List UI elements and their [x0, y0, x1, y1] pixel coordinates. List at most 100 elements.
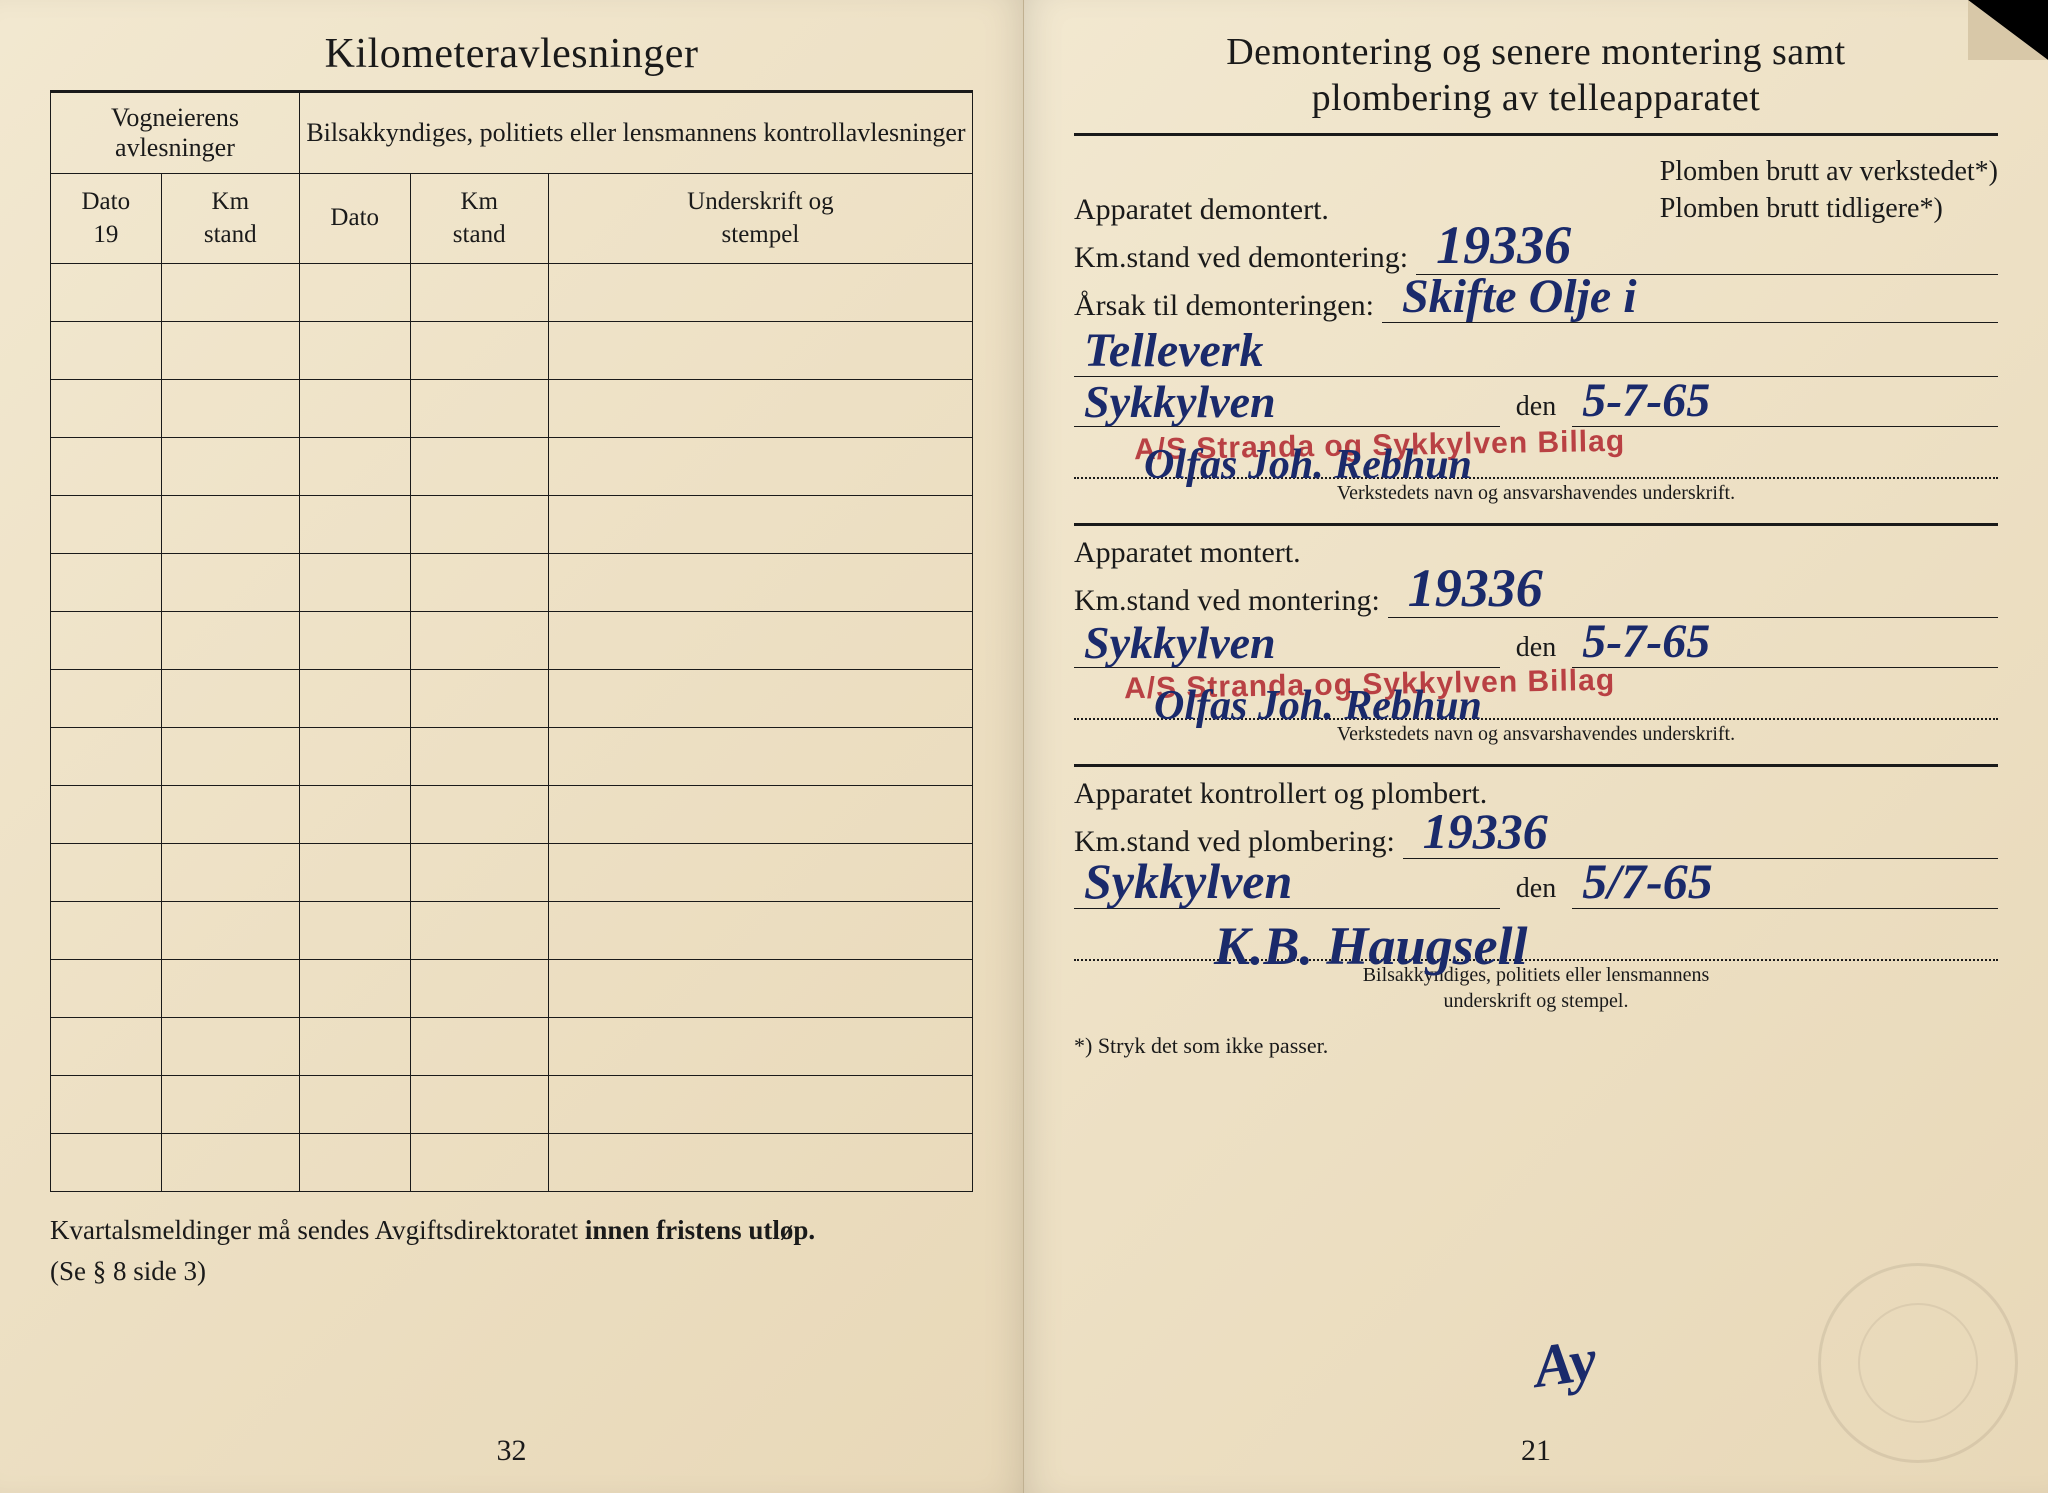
- table-cell: [299, 554, 410, 612]
- table-row: [51, 786, 973, 844]
- table-cell: [299, 670, 410, 728]
- table-cell: [51, 844, 162, 902]
- section-demontert: Apparatet demontert. Plomben brutt av ve…: [1074, 154, 1998, 505]
- km-demontering-label: Km.stand ved demontering:: [1074, 241, 1408, 275]
- table-cell: [410, 844, 548, 902]
- table-cell: [161, 844, 299, 902]
- table-cell: [548, 554, 972, 612]
- table-cell: [51, 728, 162, 786]
- signature-line-1: A/S Stranda og Sykkylven Billag Olfas Jo…: [1074, 435, 1998, 479]
- table-cell: [548, 844, 972, 902]
- table-cell: [410, 1134, 548, 1192]
- table-cell: [299, 1076, 410, 1134]
- table-row: [51, 322, 973, 380]
- asterisk-note: *) Stryk det som ikke passer.: [1074, 1033, 1998, 1059]
- table-cell: [51, 496, 162, 554]
- table-row: [51, 728, 973, 786]
- table-cell: [410, 1018, 548, 1076]
- table-cell: [548, 1018, 972, 1076]
- table-cell: [299, 728, 410, 786]
- section-montert: Apparatet montert. Km.stand ved monterin…: [1074, 536, 1998, 746]
- table-row: [51, 1076, 973, 1134]
- table-cell: [299, 496, 410, 554]
- table-cell: [51, 670, 162, 728]
- table-cell: [161, 380, 299, 438]
- table-cell: [548, 728, 972, 786]
- col-km2: Km stand: [410, 174, 548, 264]
- col-sign: Underskrift og stempel: [548, 174, 972, 264]
- owner-readings-header: Vogneierens avlesninger: [51, 93, 300, 174]
- table-cell: [299, 786, 410, 844]
- signature-1: Olfas Joh. Rebhun: [1144, 441, 1472, 479]
- table-row: [51, 438, 973, 496]
- divider-1: [1074, 523, 1998, 526]
- table-cell: [410, 264, 548, 322]
- table-cell: [410, 380, 548, 438]
- table-cell: [161, 960, 299, 1018]
- embossed-seal: [1818, 1263, 2018, 1463]
- signature-flourish: Ay: [1530, 1325, 1601, 1402]
- apparat-demontert-label: Apparatet demontert.: [1074, 193, 1329, 227]
- table-cell: [299, 960, 410, 1018]
- table-cell: [410, 1076, 548, 1134]
- km-montering-label: Km.stand ved montering:: [1074, 584, 1380, 618]
- place-demontert: Sykkylven: [1074, 385, 1500, 427]
- table-cell: [410, 670, 548, 728]
- table-cell: [51, 612, 162, 670]
- table-cell: [548, 380, 972, 438]
- table-cell: [161, 554, 299, 612]
- page-number-left: 32: [497, 1434, 527, 1468]
- signature-line-3: K.B. Haugsell: [1074, 917, 1998, 961]
- table-cell: [299, 1134, 410, 1192]
- table-row: [51, 380, 973, 438]
- table-cell: [548, 670, 972, 728]
- table-row: [51, 612, 973, 670]
- table-cell: [410, 496, 548, 554]
- signature-3: K.B. Haugsell: [1214, 915, 1528, 961]
- table-cell: [410, 960, 548, 1018]
- table-cell: [51, 322, 162, 380]
- den-label-1: den: [1500, 391, 1572, 427]
- date-plombert: 5/7-65: [1572, 867, 1998, 909]
- caption-3b: underskrift og stempel.: [1074, 990, 1998, 1013]
- reason-value-a: Skifte Olje i: [1382, 285, 1998, 323]
- table-cell: [51, 554, 162, 612]
- date-demontert: 5-7-65: [1572, 385, 1998, 427]
- table-cell: [548, 1134, 972, 1192]
- right-title: Demontering og senere montering samtplom…: [1074, 30, 1998, 121]
- table-row: [51, 902, 973, 960]
- km-montering-value: 19336: [1388, 580, 1998, 618]
- table-cell: [161, 496, 299, 554]
- table-cell: [548, 902, 972, 960]
- page-left: Kilometeravlesninger Vogneierens avlesni…: [0, 0, 1024, 1493]
- table-cell: [299, 438, 410, 496]
- table-cell: [299, 322, 410, 380]
- date-montert: 5-7-65: [1572, 626, 1998, 668]
- km-table-body: [51, 264, 973, 1192]
- table-cell: [548, 612, 972, 670]
- table-cell: [161, 612, 299, 670]
- table-cell: [410, 612, 548, 670]
- table-cell: [410, 322, 548, 380]
- left-title: Kilometeravlesninger: [50, 30, 973, 78]
- col-dato: Dato19: [51, 174, 162, 264]
- table-cell: [161, 670, 299, 728]
- table-cell: [161, 1076, 299, 1134]
- table-cell: [299, 902, 410, 960]
- table-row: [51, 670, 973, 728]
- footnote: Kvartalsmeldinger må sendes Avgiftsdirek…: [50, 1210, 973, 1291]
- dog-ear-fold: [1968, 0, 2048, 60]
- table-cell: [161, 1134, 299, 1192]
- table-cell: [299, 380, 410, 438]
- table-cell: [410, 438, 548, 496]
- table-cell: [410, 786, 548, 844]
- table-cell: [548, 496, 972, 554]
- table-cell: [548, 322, 972, 380]
- reason-value-b: Telleverk: [1074, 333, 1998, 377]
- table-row: [51, 1134, 973, 1192]
- table-row: [51, 554, 973, 612]
- den-label-3: den: [1500, 873, 1572, 909]
- place-plombert: Sykkylven: [1074, 867, 1500, 909]
- col-dato2: Dato: [299, 174, 410, 264]
- km-readings-table: Vogneierens avlesninger Bilsakkyndiges, …: [50, 93, 973, 1192]
